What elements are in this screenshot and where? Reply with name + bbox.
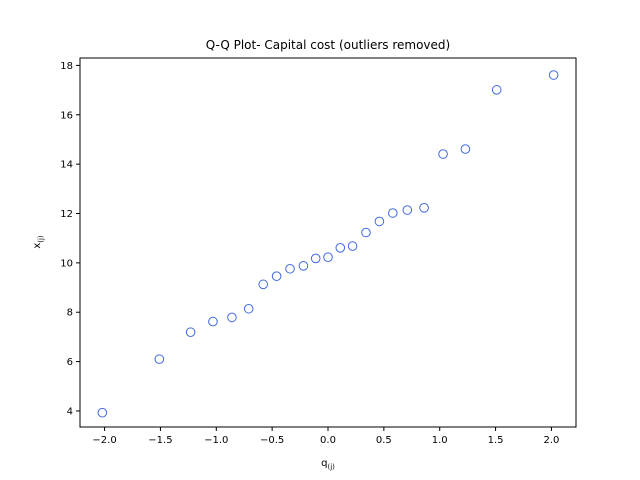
data-point [548, 70, 559, 80]
plot-area [97, 70, 559, 418]
data-point [271, 271, 282, 281]
data-point [361, 227, 371, 238]
x-tick-label: −1.0 [204, 435, 228, 446]
y-axis-label: x(j) [32, 235, 45, 249]
data-point [387, 208, 398, 218]
y-tick-label: 4 [67, 406, 73, 417]
y-tick-label: 14 [60, 160, 73, 171]
y-axis: 4 6 8 10 12 14 16 18 [60, 61, 80, 417]
y-tick-label: 16 [60, 110, 73, 121]
data-point [310, 253, 321, 264]
data-point [374, 216, 385, 227]
x-axis-label: q(j) [321, 458, 335, 471]
data-point [298, 261, 309, 271]
x-tick-label: −2.0 [92, 435, 116, 446]
data-point [335, 243, 346, 253]
data-point [154, 354, 165, 364]
y-axis-label-base: x [32, 243, 43, 249]
data-point [347, 241, 358, 251]
x-tick-label: 1.0 [432, 435, 448, 446]
data-point [227, 312, 237, 323]
data-point [323, 252, 333, 262]
y-tick-label: 6 [67, 357, 73, 368]
data-point [97, 407, 108, 418]
data-point [258, 279, 269, 290]
data-point [419, 203, 429, 213]
x-axis-label-base: q [321, 458, 327, 469]
axes-frame [79, 57, 577, 428]
x-tick-label: 0.5 [376, 435, 392, 446]
y-axis-label-sub: (j) [37, 235, 45, 243]
y-tick-label: 12 [60, 209, 73, 220]
data-point [208, 316, 218, 327]
y-tick-label: 10 [60, 258, 73, 269]
data-point [402, 205, 413, 215]
data-point [243, 303, 254, 314]
x-tick-label: 0.0 [320, 435, 336, 446]
data-point [460, 144, 471, 154]
x-tick-label: 2.0 [543, 435, 559, 446]
chart-title: Q-Q Plot- Capital cost (outliers removed… [206, 38, 450, 52]
data-point [438, 149, 448, 159]
y-tick-label: 8 [67, 308, 73, 319]
x-tick-label: 1.5 [488, 435, 504, 446]
y-tick-label: 18 [60, 61, 73, 72]
data-point [491, 85, 502, 95]
x-tick-label: −0.5 [260, 435, 284, 446]
data-point [185, 327, 196, 338]
data-point [285, 263, 295, 274]
x-tick-label: −1.5 [148, 435, 172, 446]
x-axis-label-sub: (j) [327, 463, 335, 471]
x-axis: −2.0 −1.5 −1.0 −0.5 0.0 0.5 1.0 1.5 2.0 [92, 427, 559, 446]
